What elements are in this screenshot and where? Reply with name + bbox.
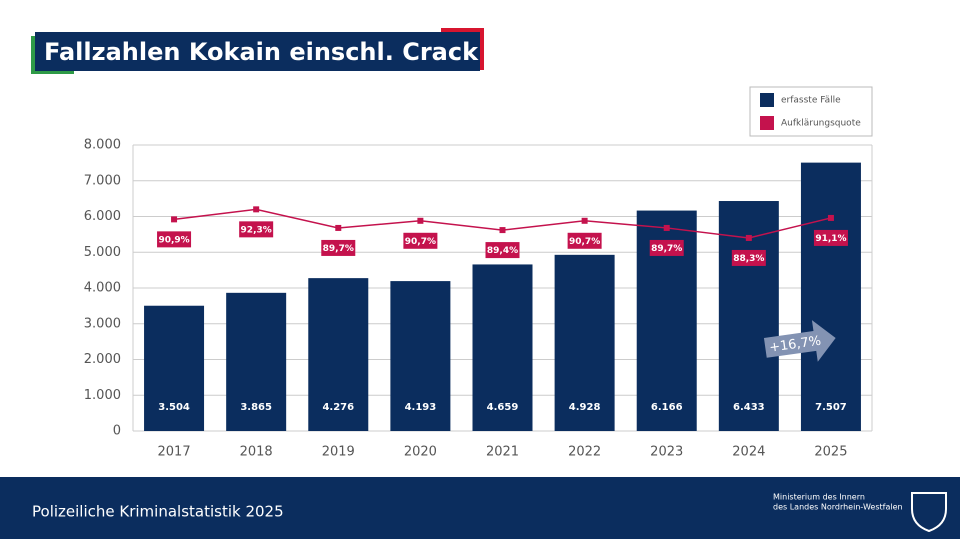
ministry-line: Ministerium des Innern [773, 493, 865, 502]
rate-label: 92,3% [241, 225, 272, 235]
bar [800, 162, 861, 431]
rate-label: 90,9% [158, 235, 189, 245]
bar-value-label: 3.504 [158, 402, 190, 413]
rate-marker [581, 217, 588, 224]
footer-band [0, 477, 960, 539]
y-tick-label: 8.000 [84, 138, 121, 153]
rate-marker [417, 217, 424, 224]
bar [308, 278, 369, 431]
accent-red [441, 28, 484, 33]
arrow-shape [763, 320, 836, 362]
x-tick-label: 2023 [650, 445, 683, 460]
legend-swatch [760, 93, 774, 107]
y-tick-label: 6.000 [84, 209, 121, 224]
legend-label: erfasste Fälle [781, 96, 841, 106]
bar-value-label: 3.865 [240, 402, 272, 413]
x-tick-label: 2019 [322, 445, 355, 460]
y-tick-label: 0 [113, 424, 121, 439]
bar [144, 305, 205, 431]
rate-marker [499, 227, 506, 234]
x-tick-label: 2025 [814, 445, 847, 460]
rate-label-box [485, 242, 520, 259]
y-tick-label: 7.000 [84, 173, 121, 188]
bar-value-label: 7.507 [815, 402, 847, 413]
rate-marker [745, 234, 752, 241]
accent-green [31, 69, 74, 74]
rate-label: 90,7% [569, 237, 600, 247]
footer-title: Polizeiliche Kriminalstatistik 2025 [32, 503, 284, 521]
y-tick-label: 4.000 [84, 281, 121, 296]
accent-red [479, 28, 484, 70]
growth-arrow: +16,7% [763, 320, 836, 362]
bar [472, 264, 533, 431]
rate-label-box [321, 239, 356, 256]
rate-label: 88,3% [733, 254, 764, 264]
rate-label-box [403, 232, 438, 249]
rate-marker [335, 224, 342, 231]
bar-value-label: 6.433 [733, 402, 765, 413]
x-tick-label: 2022 [568, 445, 601, 460]
bar-value-label: 6.166 [651, 402, 683, 413]
x-tick-label: 2017 [158, 445, 191, 460]
title-box [35, 32, 480, 71]
bar [390, 281, 451, 431]
title: Fallzahlen Kokain einschl. Crack [44, 38, 479, 66]
y-tick-label: 3.000 [84, 316, 121, 331]
rate-label-box [239, 221, 274, 238]
bar-value-label: 4.659 [487, 402, 519, 413]
rate-label: 89,4% [487, 246, 518, 256]
x-tick-label: 2018 [240, 445, 273, 460]
annotation: +16,7% [768, 334, 822, 356]
rate-label-box [731, 249, 766, 266]
rate-label-box [157, 231, 192, 248]
bar-value-label: 4.276 [322, 402, 354, 413]
y-tick-label: 2.000 [84, 352, 121, 367]
rate-label-box [649, 239, 684, 256]
y-tick-label: 1.000 [84, 388, 121, 403]
rate-marker [171, 216, 178, 223]
bar-value-label: 4.928 [569, 402, 601, 413]
rate-marker [663, 224, 670, 231]
bar [226, 292, 287, 431]
rate-label-box [567, 232, 602, 249]
rate-marker [253, 206, 260, 213]
bar-value-label: 4.193 [405, 402, 437, 413]
crest [911, 492, 947, 533]
rate-label: 89,7% [323, 244, 354, 254]
y-tick-label: 5.000 [84, 245, 121, 260]
legend-label: Aufklärungsquote [781, 119, 861, 129]
x-tick-label: 2020 [404, 445, 437, 460]
rate-marker [827, 214, 834, 221]
rate-label: 89,7% [651, 244, 682, 254]
rate-label-box [813, 229, 848, 246]
rate-label: 91,1% [815, 234, 846, 244]
x-tick-label: 2024 [732, 445, 765, 460]
x-tick-label: 2021 [486, 445, 519, 460]
plot: 0 1.000 2.000 3.000 4.000 5.000 6.000 7.000 8.00… [84, 93, 873, 460]
bar [554, 254, 615, 431]
accent-green [31, 36, 36, 74]
legend-swatch [760, 116, 774, 130]
ministry-line: des Landes Nordrhein-Westfalen [773, 503, 903, 512]
rate-label: 90,7% [405, 237, 436, 247]
